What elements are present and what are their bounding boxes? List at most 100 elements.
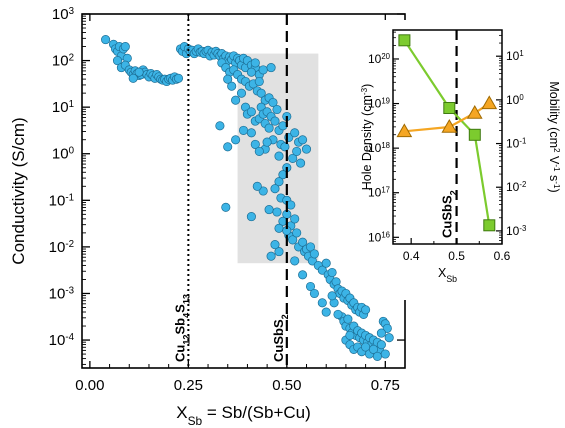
data-point-126 — [250, 139, 260, 149]
data-point-0 — [101, 35, 111, 45]
data-point-38 — [128, 73, 138, 83]
data-point-124 — [231, 135, 241, 145]
data-point-236 — [376, 328, 386, 338]
x-tick-label: 0.25 — [174, 377, 203, 394]
data-point-137 — [296, 158, 306, 168]
data-point-94 — [231, 95, 241, 105]
data-point-194 — [317, 298, 327, 308]
data-point-146 — [258, 186, 268, 196]
data-point-238 — [384, 333, 394, 343]
data-point-169 — [321, 258, 331, 268]
data-point-89 — [256, 88, 266, 98]
inset-cusbs2-label: CuSbS2 — [440, 190, 459, 238]
data-point-232 — [372, 351, 382, 361]
data-point-97 — [254, 76, 264, 87]
inset-left-tick-label: 1020 — [368, 51, 391, 66]
data-point-148 — [221, 202, 231, 212]
x-axis-title: XSb = Sb/(Sb+Cu) — [176, 403, 311, 428]
data-point-190 — [298, 270, 308, 280]
inset-x-tick-label: 0.5 — [448, 249, 465, 263]
data-point-154 — [290, 214, 300, 224]
data-point-140 — [274, 177, 284, 187]
y-tick-label: 100 — [52, 145, 75, 163]
data-point-131 — [254, 146, 264, 156]
inset-left-tick-label: 1016 — [368, 230, 390, 245]
data-point-155 — [274, 223, 284, 233]
data-point-192 — [309, 288, 319, 299]
y-tick-label: 102 — [52, 52, 74, 70]
data-point-203 — [343, 314, 353, 324]
inset-left-axis-title: Hole Density (cm-3) — [360, 84, 375, 191]
inset-x-axis-title: XSb — [438, 266, 457, 284]
data-point-231 — [368, 344, 379, 354]
phase-reference-lines: Cu12Sb4S13 CuSbS2 — [172, 14, 290, 368]
hole-density-point-2 — [468, 128, 481, 141]
data-point-78 — [258, 65, 268, 75]
data-point-121 — [301, 144, 312, 154]
data-point-235 — [327, 291, 337, 301]
inset-left-tick-label: 1017 — [368, 185, 390, 200]
y-tick-label: 10-2 — [49, 238, 74, 256]
data-point-100 — [236, 88, 247, 98]
cu12sb4s13-label: Cu12Sb4S13 — [172, 294, 191, 362]
data-point-158 — [292, 228, 302, 238]
data-point-134 — [280, 142, 290, 152]
data-point-135 — [288, 153, 298, 163]
data-point-123 — [223, 142, 233, 152]
mobility-point-3 — [481, 95, 498, 110]
hole-density-point-0 — [398, 34, 411, 47]
inset-background — [368, 20, 563, 300]
data-point-98 — [266, 63, 276, 73]
mobility-point-0 — [396, 123, 413, 138]
data-point-164 — [305, 242, 316, 252]
main-axes: 0.00 0.25 0.50 0.75 10-4 10-3 10-2 10-1 100 101 10… — [9, 6, 406, 428]
data-point-95 — [250, 58, 260, 68]
data-point-145 — [264, 205, 274, 215]
data-point-132 — [262, 137, 272, 147]
data-point-239 — [345, 330, 355, 340]
inset-right-axis-title: Mobility (cm2 V-1 s-1) — [547, 81, 562, 192]
data-point-172 — [327, 267, 337, 278]
data-point-9 — [112, 56, 123, 66]
data-point-133 — [274, 151, 284, 161]
data-point-122 — [215, 121, 225, 131]
data-point-157 — [288, 235, 298, 245]
x-tick-label: 0.50 — [272, 377, 301, 394]
data-point-189 — [361, 305, 371, 315]
data-point-130 — [246, 128, 256, 138]
inset-right-tick-label: 101 — [506, 49, 524, 64]
data-point-234 — [333, 309, 343, 319]
data-point-166 — [309, 249, 319, 259]
data-point-191 — [305, 281, 316, 292]
data-point-237 — [380, 349, 390, 359]
data-point-196 — [266, 251, 276, 261]
hole-density-point-3 — [483, 219, 496, 232]
data-point-223 — [382, 323, 392, 333]
y-tick-label: 10-3 — [49, 285, 74, 303]
data-point-125 — [238, 125, 249, 135]
data-point-220 — [376, 340, 386, 350]
data-point-136 — [292, 146, 302, 156]
data-point-112 — [270, 116, 280, 126]
data-point-149 — [246, 212, 256, 222]
data-point-160 — [298, 237, 308, 247]
data-point-110 — [264, 123, 274, 133]
data-point-120 — [298, 135, 308, 145]
data-point-96 — [246, 67, 256, 77]
inset-right-tick-label: 10-3 — [506, 223, 526, 238]
data-point-39 — [134, 67, 144, 77]
cusbs2-label: CuSbS2 — [271, 314, 290, 362]
inset-right-tick-label: 100 — [506, 92, 524, 107]
data-point-147 — [252, 181, 262, 191]
data-point-92 — [268, 97, 278, 108]
data-point-150 — [272, 207, 282, 217]
y-tick-label: 103 — [52, 6, 74, 24]
data-point-93 — [227, 81, 237, 91]
inset-frame — [392, 29, 503, 245]
inset-left-tick-label: 1018 — [368, 141, 390, 156]
mobility-point-2 — [466, 104, 483, 119]
data-point-99 — [223, 74, 233, 84]
y-tick-label: 101 — [52, 99, 74, 117]
data-point-37 — [173, 73, 184, 83]
